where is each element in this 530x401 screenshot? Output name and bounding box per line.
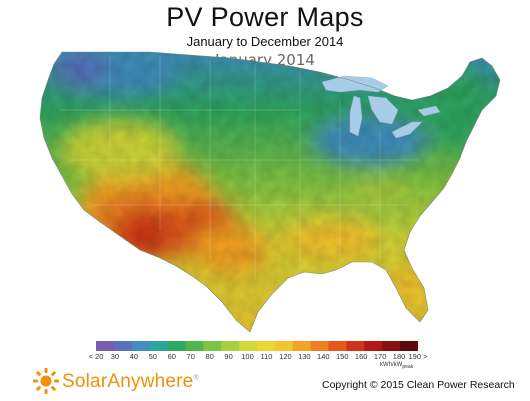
legend-swatch — [96, 341, 115, 351]
legend-tick-label: 70 — [186, 352, 195, 361]
legend-tick-label: 190 > — [408, 352, 428, 361]
legend-tick-label: 60 — [167, 352, 176, 361]
legend-swatch — [310, 341, 330, 351]
legend-swatch — [274, 341, 294, 351]
legend-tick-label: 180 — [392, 352, 406, 361]
legend-swatch — [400, 341, 418, 351]
us-border — [39, 51, 501, 333]
legend-swatch — [364, 341, 383, 351]
great-lakes — [321, 75, 441, 139]
legend-tick-label: < 20 — [88, 352, 104, 361]
legend-swatch — [239, 341, 258, 351]
legend-swatch — [131, 341, 151, 351]
legend-swatch — [346, 341, 365, 351]
lake-ontario — [417, 105, 441, 117]
legend-tick-label: 40 — [129, 352, 139, 361]
legend-unit: kWh/kWpeak — [380, 362, 414, 371]
legend-swatch — [221, 341, 240, 351]
legend-tick-label: 170 — [373, 352, 387, 361]
legend-tick-label: 50 — [148, 352, 157, 361]
lake-erie — [391, 121, 423, 139]
legend-tick-label: 140 — [317, 352, 330, 361]
copyright-notice: Copyright © 2015 Clean Power Research — [322, 379, 515, 391]
solaranywhere-logo-text: SolarAnywhere® — [62, 371, 199, 392]
legend-tick-label: 110 — [260, 352, 273, 361]
legend-colorbar — [96, 341, 418, 351]
legend-swatch — [292, 341, 312, 351]
legend-swatch — [149, 341, 169, 351]
legend-swatch — [257, 341, 276, 351]
legend-swatch — [328, 341, 347, 351]
heatmap-texture — [40, 52, 500, 332]
legend-tick-label: 150 — [335, 352, 349, 361]
lake-michigan — [349, 95, 363, 137]
legend-swatch — [185, 341, 204, 351]
state-borders — [60, 55, 420, 280]
legend-tick-label: 30 — [110, 352, 120, 361]
legend-swatch — [382, 341, 401, 351]
legend-tick-label: 90 — [224, 352, 233, 361]
lake-superior — [321, 75, 389, 93]
map-title: PV Power Maps — [166, 2, 364, 32]
legend-swatch — [203, 341, 222, 351]
legend-tick-labels: < 20 30 40 50 60 70 80 90 100 110 120 130 140 150 160 1… — [88, 352, 428, 366]
legend-tick-label: 100 — [241, 352, 254, 361]
legend-swatch — [113, 341, 133, 351]
solaranywhere-logo-icon — [33, 368, 59, 394]
lake-huron — [367, 95, 399, 125]
map-subtitle: January to December 2014 — [186, 34, 344, 49]
legend-tick-label: 120 — [279, 352, 292, 361]
legend-tick-label: 160 — [354, 352, 368, 361]
legend-swatch — [167, 341, 186, 351]
legend-tick-label: 80 — [205, 352, 214, 361]
legend-tick-label: 130 — [298, 352, 311, 361]
